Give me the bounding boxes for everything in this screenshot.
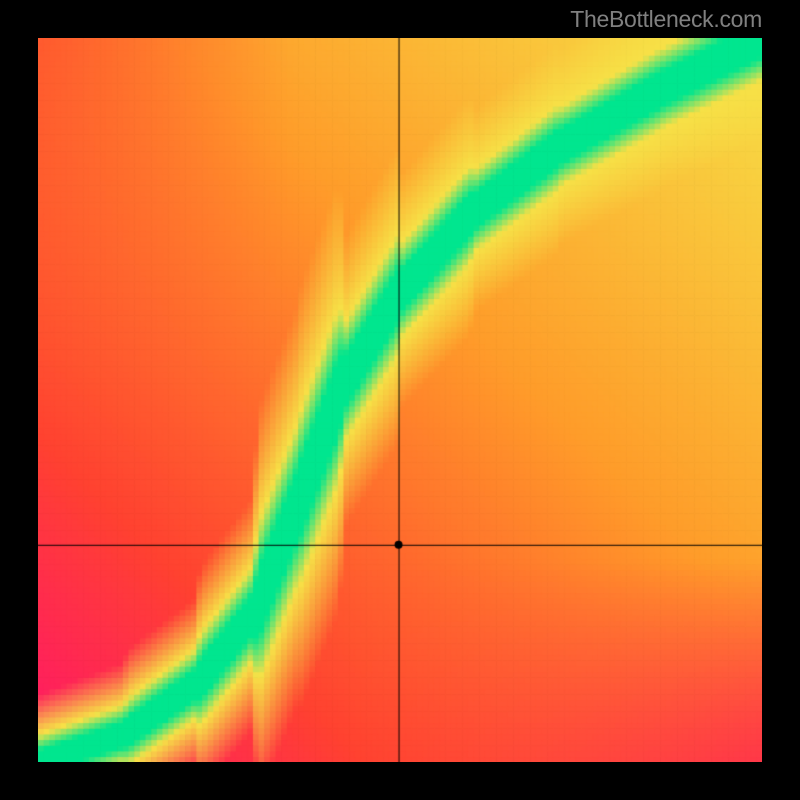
bottleneck-heatmap: [38, 38, 762, 762]
chart-container: { "watermark": "TheBottleneck.com", "can…: [0, 0, 800, 800]
watermark-text: TheBottleneck.com: [570, 6, 762, 33]
